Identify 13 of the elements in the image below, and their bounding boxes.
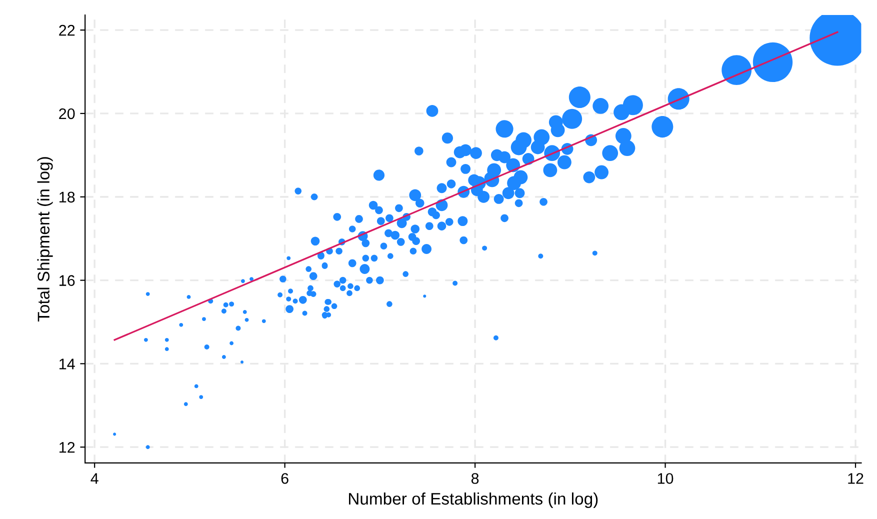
x-axis-title: Number of Establishments (in log)	[349, 492, 598, 508]
y-tick-label: 12	[60, 442, 75, 453]
y-tick-label: 18	[60, 192, 75, 203]
y-tick-label: 22	[59, 24, 75, 36]
x-tick-label: 6	[281, 473, 288, 484]
x-tick-label: 10	[658, 473, 674, 484]
y-axis-title: Total Shipment (in log)	[37, 157, 53, 322]
y-tick-label: 20	[59, 108, 75, 120]
y-tick-label: 16	[60, 275, 75, 286]
x-tick-label: 8	[471, 473, 479, 484]
x-tick-label: 4	[90, 473, 98, 484]
x-tick-label: 12	[848, 473, 864, 484]
y-tick-label: 14	[60, 358, 75, 370]
